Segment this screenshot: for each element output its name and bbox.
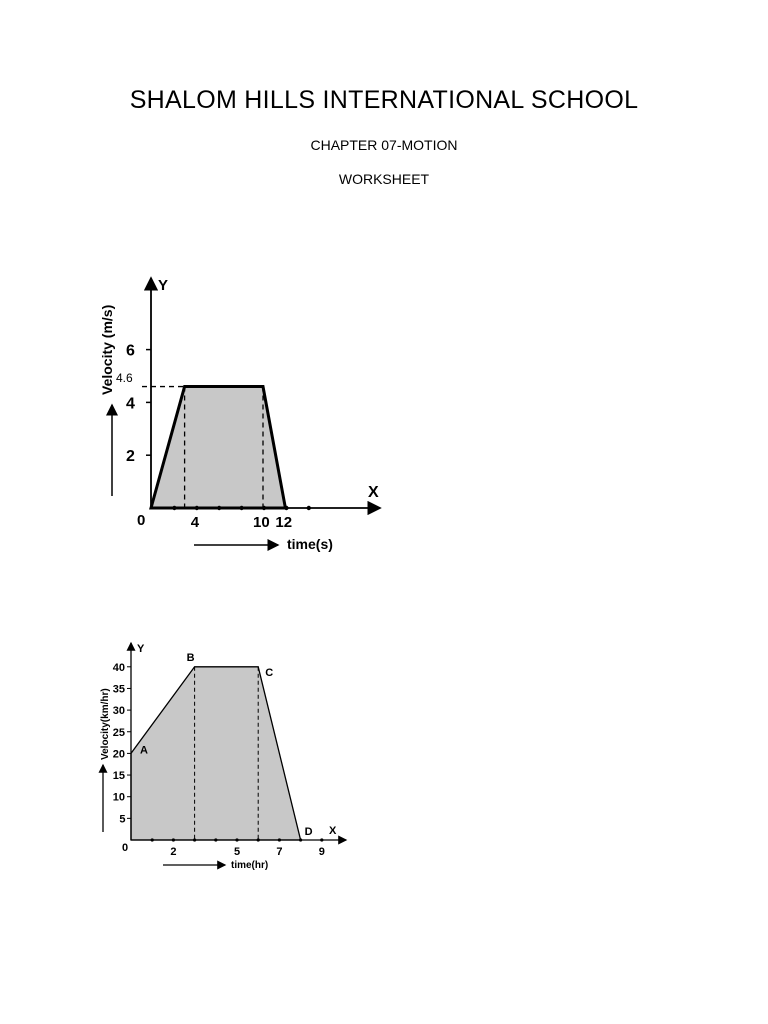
- graph2-x-tick: [320, 838, 324, 842]
- graph2-x-tick: [277, 838, 281, 842]
- graph1-x-axis-name: X: [368, 484, 379, 501]
- graph2-x-tick: [256, 838, 260, 842]
- graph1-y-tick-label: 2: [126, 448, 135, 465]
- graph1-origin-label: 0: [137, 512, 145, 529]
- graph2-shaded-area: [130, 666, 302, 841]
- graph1-x-tick: [261, 505, 267, 511]
- velocity-time-graph-1: 2 4 6 4 10 12 Y X 0 4.6 Velocity (m/s) time(s…: [99, 276, 382, 552]
- graph1-x-tick: [306, 505, 311, 511]
- graph2-point-label: B: [187, 652, 195, 664]
- graph2-point-label: D: [305, 826, 313, 838]
- graph1-y-tick-label: 6: [126, 343, 135, 360]
- graph2-point-label: C: [265, 667, 273, 679]
- graph2-x-label: time(hr): [231, 860, 268, 871]
- graph1-y-axis-name: Y: [158, 277, 168, 294]
- graph2-y-tick-label: 30: [113, 705, 125, 717]
- graph2-y-tick-label: 40: [113, 662, 125, 674]
- graph1-x-tick: [217, 505, 222, 511]
- graph2-point-label: A: [140, 744, 148, 756]
- graph2-x-tick: [150, 838, 154, 842]
- graph1-x-tick: [172, 505, 177, 511]
- graph1-x-tick-label: 4: [191, 514, 200, 531]
- graph1-marked-value: 4.6: [116, 371, 133, 385]
- graph2-x-tick-label: 5: [234, 846, 240, 858]
- graph2-y-tick-label: 35: [113, 683, 125, 695]
- chapter-title: CHAPTER 07-MOTION: [310, 137, 458, 153]
- graph2-x-tick-label: 2: [170, 846, 176, 858]
- graph1-y-label: Velocity (m/s): [99, 305, 115, 395]
- graph1-x-tick: [239, 505, 244, 511]
- graph1-x-label: time(s): [287, 536, 333, 552]
- graph2-y-tick-label: 15: [113, 770, 125, 782]
- graph1-x-tick-label: 12: [275, 514, 292, 531]
- school-title: SHALOM HILLS INTERNATIONAL SCHOOL: [129, 86, 639, 114]
- graph2-x-tick: [299, 838, 303, 842]
- graph2-y-label: Velocity(km/hr): [100, 688, 111, 760]
- graph1-x-tick-label: 10: [253, 514, 270, 531]
- graph2-y-tick-label: 25: [113, 727, 125, 739]
- graph2-x-tick-label: 9: [319, 846, 325, 858]
- graph2-y-tick-label: 20: [113, 748, 125, 760]
- graph2-y-axis-name: Y: [137, 643, 145, 655]
- graph2-origin-label: 0: [122, 842, 128, 854]
- graph2-x-tick: [235, 838, 239, 842]
- graph2-x-tick: [214, 838, 218, 842]
- worksheet-label: WORKSHEET: [338, 171, 430, 187]
- graph2-x-tick: [171, 838, 175, 842]
- graph1-x-tick: [284, 505, 289, 511]
- graph1-y-tick-label: 4: [126, 395, 135, 412]
- graph2-x-axis-name: X: [329, 825, 337, 837]
- graph2-y-tick-label: 10: [113, 792, 125, 804]
- graph1-x-tick: [194, 505, 199, 511]
- graph2-y-tick-label: 5: [119, 813, 125, 825]
- graph2-x-tick: [193, 838, 197, 842]
- graph2-x-tick-label: 7: [276, 846, 282, 858]
